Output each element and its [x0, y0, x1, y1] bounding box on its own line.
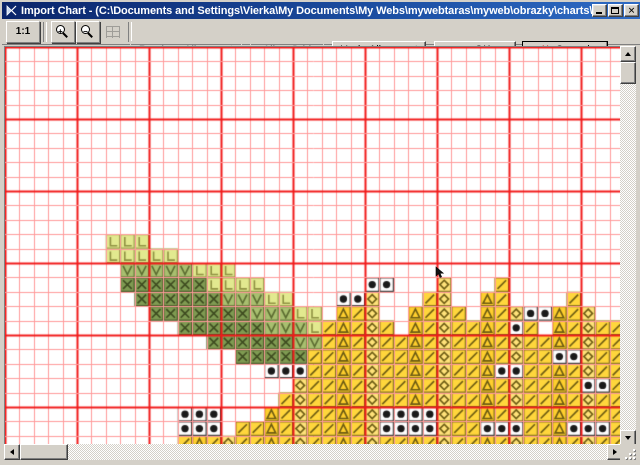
zoom-in-icon: + — [56, 24, 70, 39]
maximize-button[interactable] — [608, 4, 623, 17]
toolbar-separator-2 — [128, 21, 132, 42]
zoom-ratio-label: 1:1 — [15, 26, 31, 37]
window-title: Import Chart - (C:\Documents and Setting… — [21, 4, 592, 17]
hscroll-thumb[interactable] — [20, 444, 68, 460]
close-button[interactable]: ✕ — [624, 4, 639, 17]
window-controls: ✕ — [592, 4, 640, 17]
toolbar-separator — [43, 21, 47, 42]
title-bar[interactable]: Import Chart - (C:\Documents and Setting… — [2, 2, 640, 19]
vscroll-thumb[interactable] — [620, 62, 636, 84]
chart-canvas-area[interactable]: gallery.broidery.ru — [4, 46, 623, 446]
cross-stitch-chart[interactable] — [5, 47, 622, 445]
zoom-in-button[interactable]: + — [51, 20, 75, 43]
vscroll-track[interactable] — [620, 46, 636, 446]
resize-grip[interactable] — [620, 444, 636, 460]
hscroll-track[interactable] — [4, 444, 623, 460]
close-icon: ✕ — [627, 5, 636, 15]
toolbar: 1:1 + − — [2, 19, 640, 59]
grip-dots — [622, 446, 635, 459]
scroll-up-arrow[interactable] — [620, 46, 636, 62]
chart-import-icon — [5, 4, 18, 17]
zoom-out-icon: − — [81, 24, 95, 39]
horizontal-scrollbar[interactable] — [4, 444, 623, 460]
minimize-button[interactable] — [592, 4, 607, 17]
zoom-ratio-button[interactable]: 1:1 — [6, 20, 40, 43]
scroll-right-arrow[interactable] — [607, 444, 623, 460]
zoom-out-button[interactable]: − — [76, 20, 100, 43]
grid-toggle-button[interactable] — [101, 20, 125, 43]
grid-toggle-icon — [106, 25, 120, 38]
scroll-left-arrow[interactable] — [4, 444, 20, 460]
vertical-scrollbar[interactable] — [620, 46, 636, 446]
